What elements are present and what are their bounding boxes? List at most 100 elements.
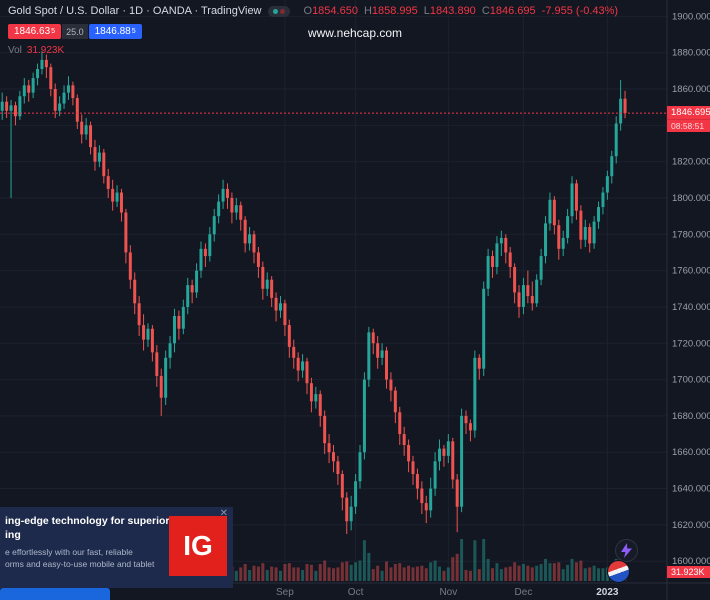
volume-bar — [340, 562, 344, 581]
volume-bar — [278, 570, 282, 581]
volume-label: Vol — [8, 45, 22, 56]
candle-body — [27, 85, 31, 93]
candle-body — [239, 205, 243, 220]
candle-body — [18, 96, 22, 117]
candle-body — [552, 199, 556, 226]
volume-bar — [305, 564, 309, 581]
candle-body — [203, 248, 207, 257]
price-axis-panel[interactable] — [667, 0, 710, 600]
volume-bar — [544, 558, 548, 581]
volume-bar — [526, 565, 530, 581]
volume-bar — [261, 563, 265, 581]
site-watermark: www.nehcap.com — [307, 26, 403, 40]
candle-body — [296, 357, 300, 371]
ad-cta-button[interactable] — [0, 588, 110, 600]
ig-ad-banner[interactable]: ✕ ing-edge technology for superior ing e… — [0, 507, 233, 588]
candle-body — [398, 412, 402, 435]
volume-bar — [491, 568, 495, 581]
volume-bar — [464, 569, 468, 581]
volume-bar — [530, 567, 534, 581]
ig-logo: IG — [169, 516, 227, 576]
candle-body — [473, 357, 477, 431]
ad-body-line1: e effortlessly with our fast, reliable — [5, 547, 133, 557]
volume-bar — [380, 570, 384, 581]
buy-button[interactable]: 1846.88 5 — [88, 24, 142, 39]
low-value: 1843.890 — [429, 5, 476, 17]
candle-body — [225, 188, 229, 198]
candle-body — [217, 201, 221, 217]
volume-bar — [327, 567, 331, 581]
candle-body — [283, 303, 287, 326]
candle-body — [385, 350, 389, 380]
ohlc-readout: O1854.650 H1858.995 L1843.890 C1846.695 … — [298, 5, 619, 17]
price-axis-label: 1660.000 — [672, 447, 710, 458]
open-value: 1854.650 — [312, 5, 358, 17]
candle-body — [142, 325, 146, 340]
volume-bar — [239, 567, 243, 581]
volume-bar — [442, 570, 446, 581]
volume-bar — [323, 560, 327, 581]
volume-bar — [486, 558, 490, 581]
price-axis-label: 1640.000 — [672, 484, 710, 495]
symbol-title[interactable]: Gold Spot / U.S. Dollar · 1D · OANDA · T… — [8, 5, 262, 17]
candle-body — [195, 270, 199, 293]
volume-bar — [451, 557, 455, 581]
bar-countdown-badge: 08:58:51 — [667, 119, 710, 133]
candle-body — [84, 125, 88, 135]
volume-bar — [570, 558, 574, 581]
candle-body — [318, 394, 322, 416]
candle-body — [252, 234, 256, 253]
candle-body — [256, 252, 260, 267]
volume-bar — [597, 568, 601, 581]
candle-body — [495, 243, 499, 267]
volume-bar — [358, 560, 362, 581]
volume-bar — [362, 540, 366, 581]
candle-body — [287, 325, 291, 347]
candle-body — [442, 448, 446, 456]
time-axis-label: Nov — [439, 587, 457, 598]
candle-body — [49, 67, 53, 89]
candle-body — [332, 452, 335, 462]
candle-body — [62, 92, 66, 104]
candle-body — [186, 285, 190, 307]
volume-bar — [389, 567, 393, 581]
volume-value: 31.923K — [26, 45, 65, 56]
high-value: 1858.995 — [371, 5, 418, 17]
candle-body — [230, 197, 234, 213]
price-axis-label: 1780.000 — [672, 229, 710, 240]
ad-headline-line2: ing — [5, 529, 21, 541]
candle-body — [58, 103, 62, 111]
volume-bar — [256, 566, 260, 581]
candle-body — [13, 105, 17, 117]
volume-bar — [393, 564, 397, 581]
candle-body — [172, 316, 176, 344]
candle-body — [327, 443, 331, 453]
candle-body — [168, 343, 172, 358]
time-axis-label: 2023 — [596, 587, 619, 598]
candle-body — [274, 297, 278, 311]
candle-body — [486, 256, 490, 289]
sell-button[interactable]: 1846.63 5 — [8, 24, 62, 39]
change-value: -7.955 (-0.43%) — [541, 5, 619, 17]
candle-body — [9, 105, 13, 111]
candle-body — [376, 343, 380, 358]
ad-close-icon[interactable]: ✕ — [219, 508, 228, 519]
price-axis-label: 1760.000 — [672, 266, 710, 277]
candle-body — [513, 266, 517, 293]
price-axis-label: 1860.000 — [672, 84, 710, 95]
boost-icon-button[interactable] — [615, 539, 638, 562]
volume-bar — [292, 567, 296, 581]
volume-bar — [252, 565, 256, 581]
candle-body — [234, 205, 238, 213]
candle-body — [340, 474, 344, 498]
candle-body — [150, 328, 154, 353]
volume-bar — [504, 567, 508, 581]
candle-body — [605, 176, 609, 193]
candle-body — [362, 379, 366, 453]
candle-body — [570, 183, 574, 217]
candle-body — [115, 192, 119, 202]
legend-visibility-toggle[interactable] — [267, 5, 290, 17]
promo-icon-button[interactable] — [607, 560, 630, 583]
volume-bar — [248, 569, 252, 581]
